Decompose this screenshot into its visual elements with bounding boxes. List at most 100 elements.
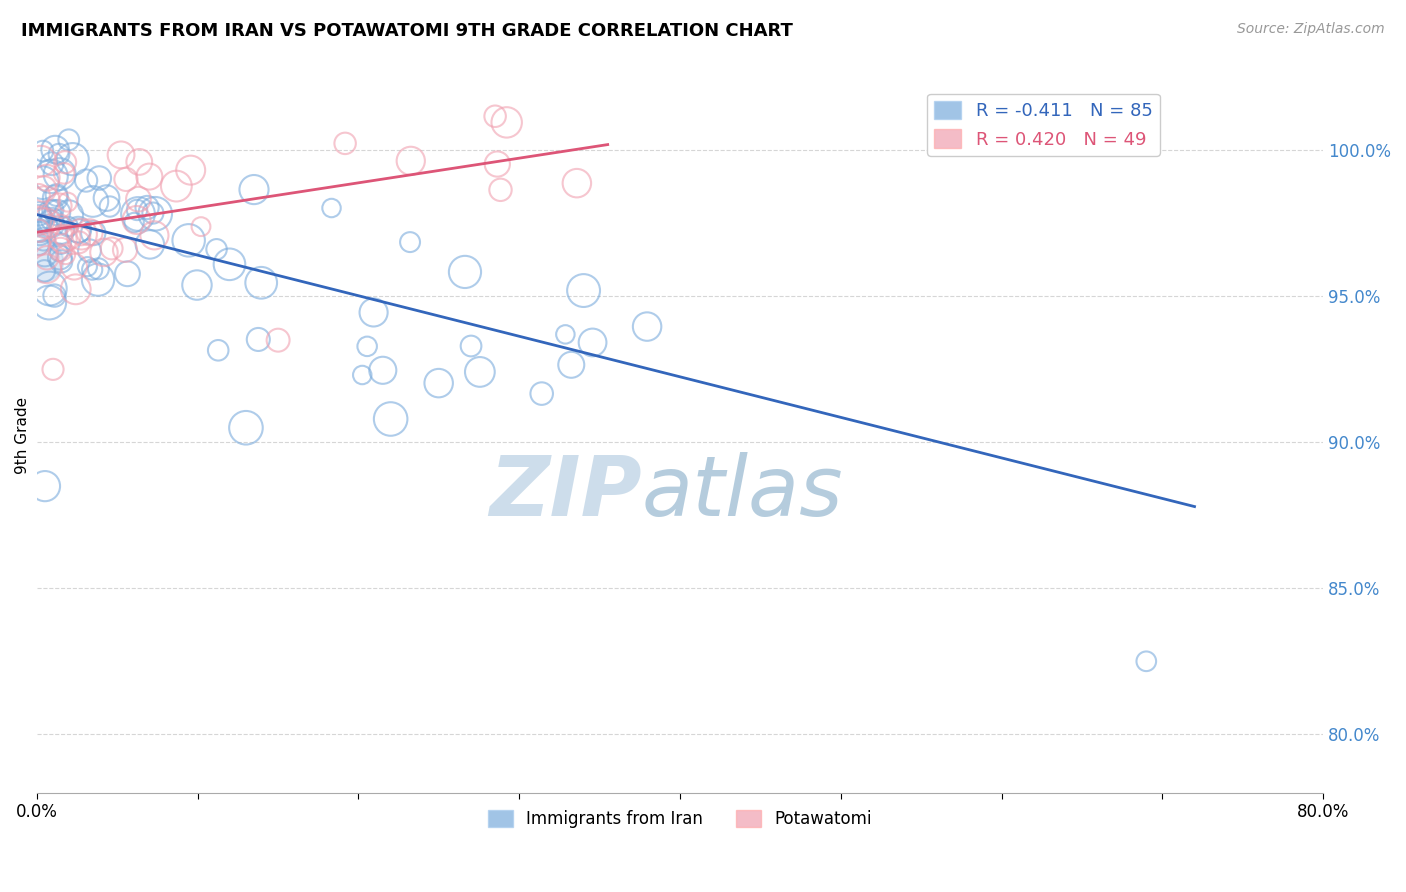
Point (49, 223, 72, 237)
Point (399, 235, 422, 249)
Point (49, 218, 72, 232)
Point (560, 358, 582, 372)
Point (48, 199, 70, 213)
Point (122, 216, 145, 230)
Point (46, 205, 69, 219)
Point (34, 246, 56, 260)
Point (117, 267, 139, 281)
Point (572, 284, 595, 298)
Point (115, 172, 138, 186)
Point (44, 288, 66, 302)
Text: IMMIGRANTS FROM IRAN VS POTAWATOMI 9TH GRADE CORRELATION CHART: IMMIGRANTS FROM IRAN VS POTAWATOMI 9TH G… (21, 22, 793, 40)
Point (32, 232, 55, 246)
Point (82, 194, 104, 209)
Point (1135, 654, 1157, 668)
Point (70, 227, 93, 242)
Point (125, 202, 148, 217)
Point (51, 227, 73, 242)
Point (87, 261, 110, 276)
Point (125, 213, 148, 227)
Point (235, 421, 257, 435)
Point (30, 224, 52, 238)
Point (45, 188, 67, 202)
Point (32, 144, 55, 158)
Point (49, 254, 72, 268)
Point (42, 362, 65, 376)
Point (34, 479, 56, 493)
Point (37, 217, 59, 231)
Point (460, 339, 482, 353)
Point (136, 201, 159, 215)
Point (468, 365, 491, 379)
Point (79, 225, 101, 239)
Point (76, 260, 98, 274)
Point (114, 243, 136, 257)
Point (267, 333, 290, 347)
Point (180, 163, 202, 178)
Point (79, 244, 101, 258)
Point (27, 236, 49, 251)
Point (190, 219, 212, 234)
Point (352, 368, 374, 382)
Point (44, 191, 66, 205)
Point (34, 264, 56, 278)
Text: Source: ZipAtlas.com: Source: ZipAtlas.com (1237, 22, 1385, 37)
Point (28, 218, 51, 232)
Point (247, 333, 270, 347)
Point (380, 412, 402, 426)
Point (34, 194, 56, 208)
Point (28, 227, 51, 241)
Point (48, 245, 70, 260)
Point (205, 242, 228, 256)
Point (53, 166, 76, 180)
Point (49, 236, 72, 251)
Legend: Immigrants from Iran, Potawatomi: Immigrants from Iran, Potawatomi (481, 803, 879, 834)
Point (65, 282, 87, 296)
Point (39, 204, 62, 219)
Point (53, 155, 76, 169)
Point (581, 335, 603, 350)
Point (30, 214, 52, 228)
Point (127, 192, 149, 206)
Point (58, 219, 80, 234)
Point (41, 212, 63, 227)
Point (31, 212, 53, 227)
Point (554, 327, 576, 342)
Point (75, 173, 97, 187)
Point (356, 339, 378, 353)
Point (165, 179, 187, 194)
Point (484, 109, 506, 123)
Point (127, 207, 149, 221)
Point (371, 363, 394, 377)
Point (82, 226, 104, 240)
Point (30, 154, 52, 169)
Point (31, 176, 53, 190)
Point (110, 148, 132, 162)
Point (67, 235, 90, 250)
Point (56, 230, 79, 244)
Point (243, 183, 266, 197)
Point (35, 216, 58, 230)
Point (96, 191, 118, 205)
Point (49, 251, 72, 265)
Point (218, 257, 240, 271)
Point (186, 278, 208, 293)
Point (427, 376, 450, 390)
Point (38, 295, 60, 310)
Point (39, 169, 62, 184)
Point (44, 143, 66, 157)
Point (55, 248, 77, 262)
Point (636, 319, 658, 334)
Point (87, 272, 110, 286)
Point (363, 305, 385, 319)
Point (35, 170, 58, 185)
Point (207, 343, 229, 358)
Point (32, 182, 55, 196)
Point (250, 276, 273, 290)
Point (93, 245, 115, 260)
Point (48, 167, 70, 181)
Point (177, 233, 200, 247)
Point (31, 254, 53, 268)
Point (62, 152, 84, 166)
Point (70, 229, 93, 244)
